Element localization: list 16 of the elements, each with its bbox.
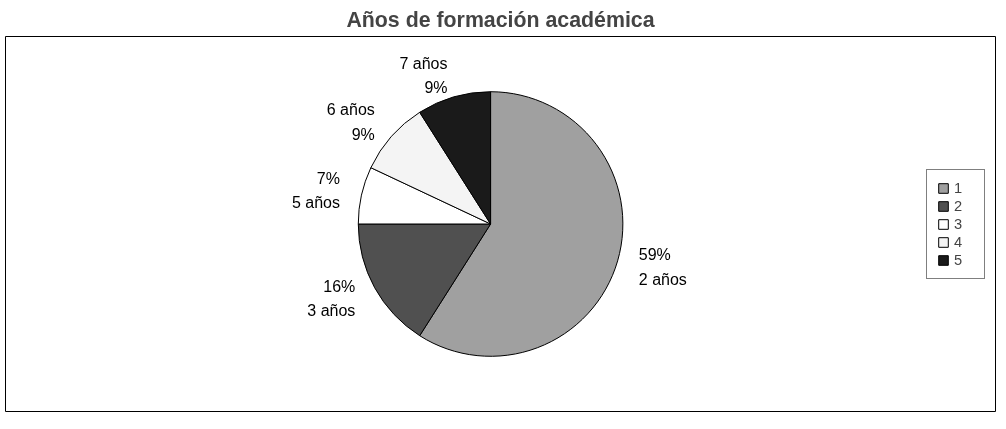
data-label: 7% bbox=[316, 169, 340, 187]
chart-title: Años de formación académica bbox=[346, 7, 655, 32]
data-label: 9% bbox=[351, 125, 375, 143]
legend-label: 4 bbox=[954, 233, 964, 250]
text: 5 años bbox=[291, 193, 340, 211]
text: 3 años bbox=[307, 302, 356, 320]
legend-label: 2 bbox=[954, 197, 964, 214]
text: 6 años bbox=[326, 101, 375, 119]
legend-label: 5 bbox=[954, 251, 964, 268]
data-label: 9% bbox=[424, 79, 448, 97]
text: 2 años bbox=[638, 270, 687, 288]
legend-label: 1 bbox=[954, 179, 964, 196]
data-label: 59% bbox=[638, 246, 671, 264]
data-label: 16% bbox=[323, 277, 356, 295]
text: 7 años bbox=[399, 55, 448, 73]
legend-label: 3 bbox=[954, 215, 964, 232]
